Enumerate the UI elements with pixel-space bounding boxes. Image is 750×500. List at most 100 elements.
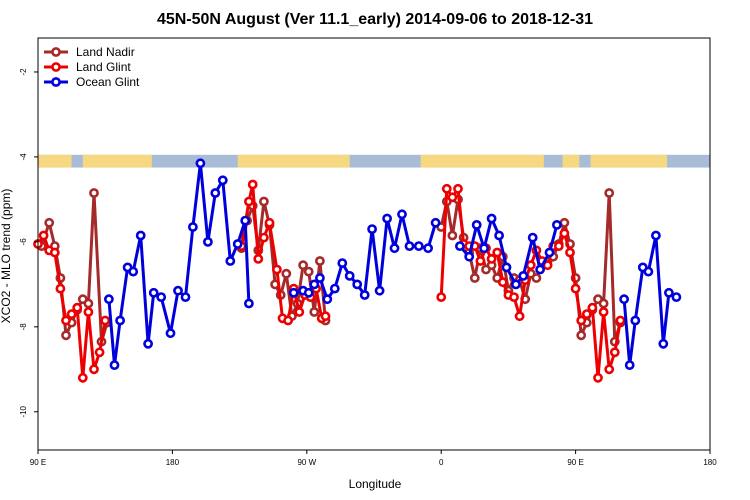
data-point [264,217,275,228]
x-axis-label: Longitude [349,477,402,491]
data-point [658,338,669,349]
data-point [598,298,609,309]
data-point [630,315,641,326]
data-point [559,228,570,239]
data-point [576,315,587,326]
data-point [283,315,293,326]
y-tick-label: -8 [19,323,28,331]
data-point [258,232,269,243]
data-point [509,292,519,302]
data-point [454,241,465,251]
data-point [61,330,71,341]
data-point [535,264,545,275]
data-point [66,309,77,319]
legend-item: Land Glint [44,60,131,74]
series-layer [33,158,682,383]
data-point [671,292,682,302]
land-band-segment [562,154,580,168]
data-point [565,247,575,258]
data-point [604,364,615,375]
legend-label: Ocean Glint [76,75,140,89]
series-line [622,234,678,367]
data-point [518,270,529,281]
data-point [494,230,504,241]
data-point [303,287,314,298]
data-point [55,283,66,294]
land-band-segment [38,154,72,168]
data-point [359,290,370,300]
x-axis-ticks: 90 E 180 90 W 0 90 E 180 [30,450,717,467]
data-point [156,292,167,302]
data-point [294,307,305,317]
data-point [89,364,99,375]
data-point [38,230,49,241]
y-axis-label: XCO2 - MLO trend (ppm) [0,189,13,324]
data-point [604,188,615,198]
data-point [441,183,452,194]
data-point [217,175,228,186]
data-point [374,285,385,296]
data-point [243,196,254,207]
y-axis-ticks: -2 -4 -6 -8 -10 [19,68,38,418]
data-point [552,219,562,230]
data-point [225,256,236,266]
land-band-segment [420,154,544,168]
data-point [469,273,480,283]
data-point [397,209,407,220]
x-tick-label: 0 [439,458,444,467]
data-point [453,183,463,194]
data-point [423,243,433,254]
data-point [664,287,674,298]
land-ocean-band [38,154,710,168]
data-point [83,307,94,317]
data-point [337,258,348,268]
data-point [389,243,400,254]
data-point [44,217,55,228]
data-point [253,253,264,264]
legend-swatch-marker [51,62,61,72]
legend-label: Land Nadir [76,45,135,59]
data-point [258,196,269,207]
data-point [115,315,125,326]
series-line [439,187,622,380]
land-band-segment [82,154,152,168]
data-point [344,270,355,281]
x-tick-label: 90 E [30,458,46,467]
data-point [240,215,251,226]
data-point [497,277,508,288]
data-point [100,315,111,326]
data-point [352,279,363,290]
data-point [309,279,320,290]
data-point [430,217,441,228]
data-point [329,283,340,294]
legend-swatch-marker [51,77,61,87]
data-point [559,217,570,228]
data-point [382,213,392,224]
data-point [128,266,139,277]
legend-item: Land Nadir [44,45,135,59]
chart-title: 45N-50N August (Ver 11.1_early) 2014-09-… [157,11,593,28]
data-point [72,302,83,313]
data-point [447,192,458,203]
data-point [404,241,415,251]
land-band-segment [237,154,350,168]
data-point [94,347,105,358]
data-point [471,219,482,230]
data-point [109,360,120,370]
data-point [180,292,191,302]
data-point [570,283,581,294]
data-point [247,179,258,190]
data-point [135,230,146,241]
data-point [413,241,424,251]
data-point [243,298,254,309]
data-point [479,243,489,254]
data-point [288,287,299,298]
data-point [303,266,314,277]
data-point [320,311,331,322]
data-point [281,268,292,279]
land-band-segment [590,154,668,168]
data-point [553,241,564,251]
data-point [195,158,206,169]
